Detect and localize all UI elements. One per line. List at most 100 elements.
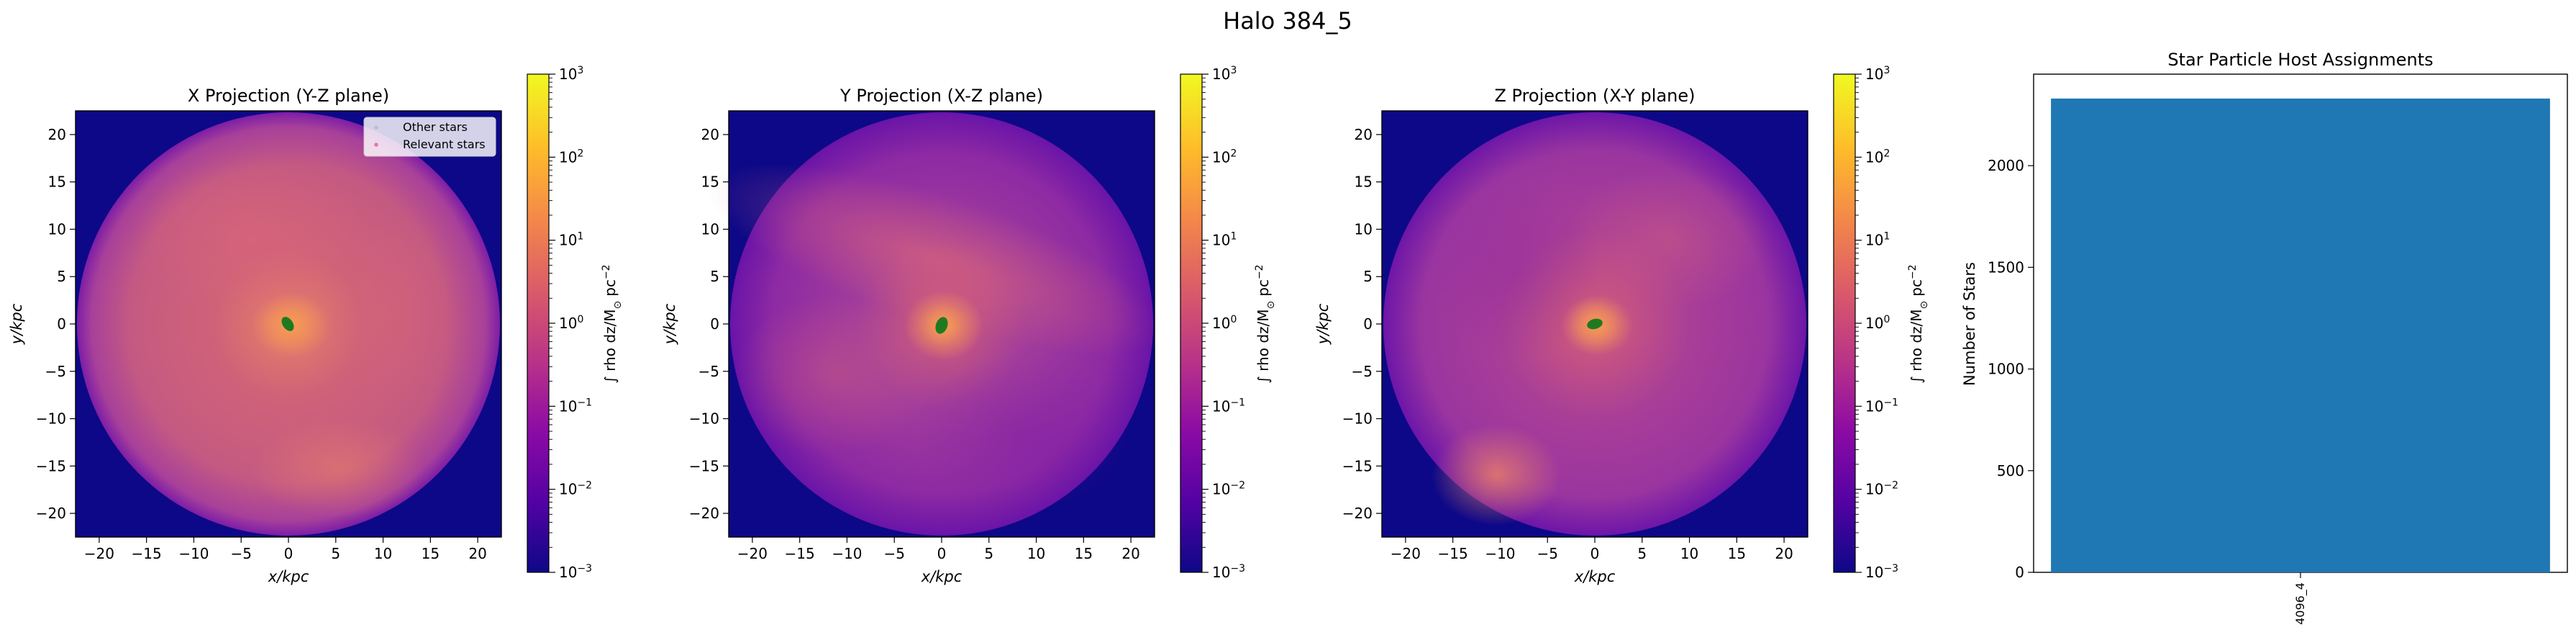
colorbar	[1180, 73, 1203, 573]
y-tick-label: 10	[1355, 220, 1373, 238]
y-axis: −20 −15 −10 −5 0 5 10 15 20	[689, 126, 729, 522]
colorbar-tick-label: 102	[1212, 148, 1237, 166]
relevant-stars-cluster	[1587, 318, 1603, 330]
colorbar-tick-label: 102	[1865, 148, 1890, 166]
colorbar-tick-label: 10−1	[1212, 397, 1245, 415]
colorbar-tick-label: 10−1	[1865, 397, 1898, 415]
x-tick-label: −5	[883, 545, 904, 562]
x-tick-label: −20	[737, 545, 768, 562]
x-axis: −20 −15 −10 −5 0 5 10 15 20	[1391, 537, 1793, 562]
x-tick-label: −5	[230, 545, 251, 562]
colorbar-tick-label: 101	[1212, 231, 1237, 249]
x-tick-label: −20	[1391, 545, 1421, 562]
bar-y-tick-label: 500	[1997, 462, 2024, 479]
y-axis: −20 −15 −10 −5 0 5 10 15 20	[36, 126, 76, 522]
x-tick-label: −10	[1485, 545, 1515, 562]
x-tick-label: −20	[84, 545, 114, 562]
x-axis: −20 −15 −10 −5 0 5 10 15 20	[737, 537, 1140, 562]
y-tick-label: 10	[701, 220, 719, 238]
y-tick-label: 20	[1355, 126, 1373, 143]
x-tick-label: 15	[422, 545, 440, 562]
panel-y-projection: Y Projection (X-Z plane) −20 −15 −10 −5 0 5 10…	[661, 65, 1277, 585]
y-tick-label: −20	[1342, 505, 1373, 522]
colorbar-label: ∫ rho dz/M⊙pc−2	[1907, 264, 1930, 383]
colorbar-tick-label: 10−3	[1212, 563, 1245, 581]
x-tick-label: 0	[937, 545, 947, 562]
x-tick-label: 0	[284, 545, 293, 562]
colorbar-ticks: 103 102 101 100 10−1 10−2 10−3	[1855, 65, 1898, 581]
y-tick-label: 5	[57, 268, 66, 285]
x-tick-label: −5	[1537, 545, 1557, 562]
y-tick-label: −5	[698, 363, 719, 380]
y-tick-label: −10	[1342, 410, 1373, 428]
x-tick-label: −15	[1438, 545, 1468, 562]
x-tick-label: −15	[132, 545, 162, 562]
x-tick-label: 5	[984, 545, 993, 562]
y-axis-label: y/kpc	[1314, 303, 1332, 345]
bar-y-tick-label: 0	[2015, 564, 2024, 581]
x-tick-label: 5	[1637, 545, 1647, 562]
y-tick-label: 15	[701, 173, 719, 191]
x-tick-label: −10	[832, 545, 862, 562]
x-tick-label: 5	[331, 545, 340, 562]
halo-texture	[137, 158, 367, 317]
y-tick-label: −20	[689, 505, 719, 522]
halo-band	[708, 163, 1162, 356]
legend-label-other-stars: Other stars	[403, 120, 468, 134]
y-axis-label: y/kpc	[661, 303, 678, 345]
colorbar-label: ∫ rho dz/M⊙pc−2	[1254, 264, 1277, 383]
colorbar-tick-label: 10−2	[559, 480, 592, 498]
bar-y-tick-label: 1000	[1988, 361, 2024, 378]
x-axis: −20 −15 −10 −5 0 5 10 15 20	[84, 537, 487, 562]
colorbar-tick-label: 103	[1212, 65, 1237, 83]
panel-z-projection: Z Projection (X-Y plane) −20 −15 −10 −5 0 5 10…	[1314, 65, 1930, 585]
y-tick-label: 0	[1363, 315, 1373, 333]
x-tick-label: 15	[1728, 545, 1746, 562]
y-axis-label: y/kpc	[8, 303, 25, 345]
y-tick-label: 20	[701, 126, 719, 143]
y-tick-label: 5	[710, 268, 719, 285]
y-tick-label: 0	[710, 315, 719, 333]
colorbar-tick-label: 10−3	[1865, 563, 1898, 581]
y-tick-label: 10	[48, 220, 66, 238]
colorbar-ticks: 103 102 101 100 10−1 10−2 10−3	[549, 65, 592, 581]
colorbar-tick-label: 103	[1865, 65, 1890, 83]
x-axis-label: x/kpc	[921, 568, 962, 585]
y-tick-label: −20	[36, 505, 66, 522]
legend-box	[363, 117, 496, 157]
x-axis-label: x/kpc	[268, 568, 309, 585]
y-tick-label: 5	[1363, 268, 1373, 285]
y-tick-label: −15	[1342, 457, 1373, 474]
y-tick-label: −5	[45, 363, 66, 380]
panel-title: Y Projection (X-Z plane)	[839, 86, 1043, 106]
y-tick-label: −5	[1352, 363, 1373, 380]
x-tick-label: 10	[1027, 545, 1045, 562]
colorbar-tick-label: 103	[559, 65, 583, 83]
x-tick-label: 0	[1590, 545, 1600, 562]
relevant-stars-cluster	[935, 317, 948, 334]
colorbar-tick-label: 100	[1865, 314, 1890, 332]
x-tick-label: 20	[468, 545, 486, 562]
legend-label-relevant-stars: Relevant stars	[403, 138, 486, 151]
colorbar-ticks: 103 102 101 100 10−1 10−2 10−3	[1202, 65, 1245, 581]
bar-y-tick-label: 2000	[1988, 157, 2024, 174]
bar-x-axis: 4096_4	[2293, 572, 2308, 625]
legend: Other stars Relevant stars	[363, 117, 496, 157]
x-tick-label: −15	[785, 545, 815, 562]
x-axis-label: x/kpc	[1574, 568, 1616, 585]
bar-y-axis: 0 500 1000 1500 2000	[1988, 157, 2034, 581]
bar-x-tick-label: 4096_4	[2293, 582, 2308, 625]
x-tick-label: 20	[1775, 545, 1793, 562]
panel-host-assignments: Star Particle Host Assignments 0 500 1000 1…	[1961, 50, 2568, 625]
bar-y-axis-label: Number of Stars	[1961, 262, 1978, 386]
colorbar-tick-label: 100	[1212, 314, 1237, 332]
y-tick-label: −10	[36, 410, 66, 428]
colorbar	[527, 73, 550, 573]
colorbar-tick-label: 101	[559, 231, 583, 249]
colorbar-tick-label: 10−2	[1212, 480, 1245, 498]
colorbar-tick-label: 10−3	[559, 563, 592, 581]
colorbar-tick-label: 101	[1865, 231, 1890, 249]
legend-marker-other-stars	[374, 125, 378, 130]
x-tick-label: 15	[1075, 545, 1093, 562]
